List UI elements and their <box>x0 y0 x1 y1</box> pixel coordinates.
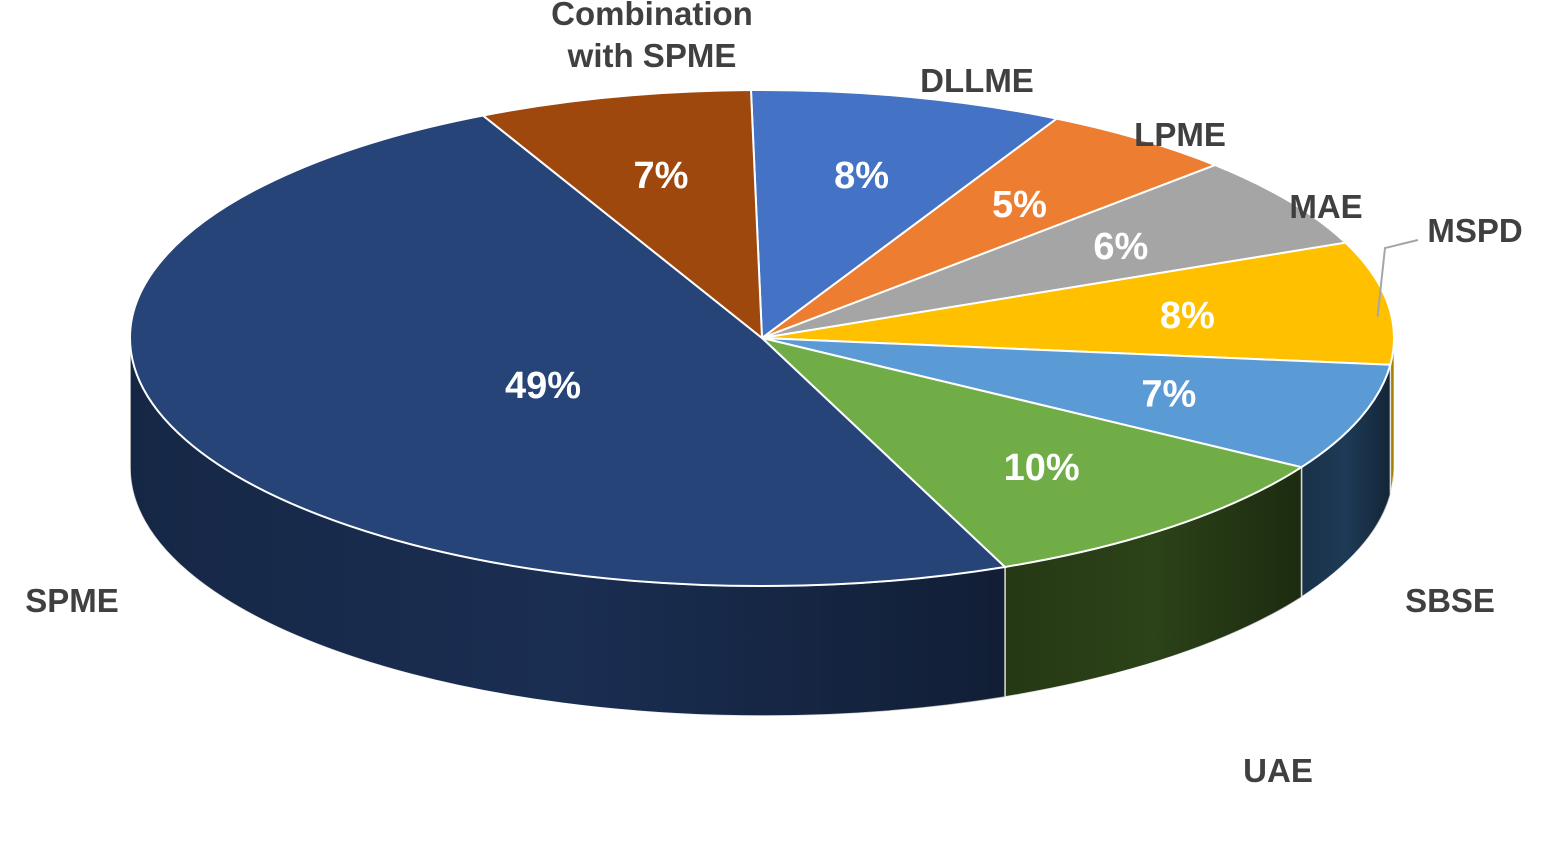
category-labels: DLLME LPME MAE MSPD SBSE UAE SPME Combination wi… <box>25 0 1522 789</box>
category-label-lpme: LPME <box>1134 116 1226 153</box>
slice-mspd <box>761 241 1395 366</box>
slice-spme <box>129 114 1008 587</box>
pct-label-mspd: 8% <box>1160 295 1215 337</box>
percent-labels: 8% 5% 6% 8% 7% 10% 49% 7% <box>505 155 1215 489</box>
pct-label-sbse: 7% <box>1141 373 1196 415</box>
category-label-combination-with-spme: Combination with SPME <box>551 0 753 74</box>
category-label-mspd: MSPD <box>1427 212 1522 249</box>
category-label-uae: UAE <box>1243 752 1313 789</box>
pct-label-uae: 10% <box>1004 447 1080 489</box>
pie-tops <box>129 89 1395 587</box>
slice-mae <box>761 164 1348 339</box>
pct-label-dllme: 8% <box>834 155 889 197</box>
slice-sbse <box>761 337 1392 469</box>
slice-combination-with-spme <box>480 89 764 341</box>
category-label-mae: MAE <box>1289 188 1362 225</box>
category-label-sbse: SBSE <box>1405 582 1495 619</box>
category-label-dllme: DLLME <box>920 62 1034 99</box>
pct-label-spme: 49% <box>505 365 581 407</box>
pct-label-mae: 6% <box>1093 226 1148 268</box>
slice-dllme <box>749 89 1060 340</box>
pct-label-lpme: 5% <box>992 184 1047 226</box>
side-shade-spme <box>130 338 1005 716</box>
slice-uae <box>758 336 1304 569</box>
side-shade-uae <box>1004 467 1302 697</box>
pct-label-combination-with-spme: 7% <box>633 155 688 197</box>
leader-line-mspd <box>1376 239 1419 317</box>
side-shade-sbse <box>1301 364 1391 598</box>
category-label-spme: SPME <box>25 582 119 619</box>
side-shade-mspd <box>1390 338 1394 495</box>
leader-lines <box>1376 239 1419 317</box>
slice-lpme <box>761 117 1218 339</box>
